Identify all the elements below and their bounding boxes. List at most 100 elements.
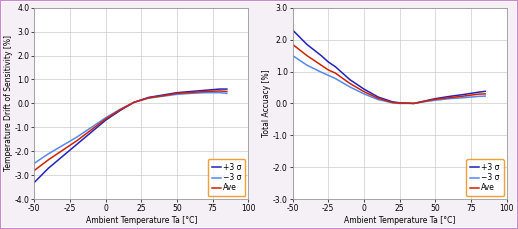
Ave xyxy=(103,118,109,120)
Line: −3 σ: −3 σ xyxy=(34,93,227,163)
Ave xyxy=(396,102,402,104)
+3 σ xyxy=(217,88,223,90)
Ave xyxy=(46,158,52,161)
Ave xyxy=(432,98,438,101)
+3 σ xyxy=(304,43,310,46)
Ave xyxy=(74,139,80,142)
−3 σ xyxy=(203,91,209,94)
+3 σ xyxy=(318,54,324,57)
+3 σ xyxy=(103,119,109,122)
Ave xyxy=(88,128,94,131)
+3 σ xyxy=(425,99,431,102)
−3 σ xyxy=(475,95,481,98)
+3 σ xyxy=(390,101,396,103)
−3 σ xyxy=(375,98,381,101)
−3 σ xyxy=(217,91,223,94)
+3 σ xyxy=(224,88,230,90)
X-axis label: Ambient Temperature Ta [°C]: Ambient Temperature Ta [°C] xyxy=(85,216,197,225)
+3 σ xyxy=(74,143,80,145)
+3 σ xyxy=(361,88,367,90)
−3 σ xyxy=(332,77,338,80)
Ave xyxy=(425,99,431,102)
−3 σ xyxy=(146,97,152,100)
+3 σ xyxy=(482,90,488,93)
Ave xyxy=(146,97,152,99)
Ave xyxy=(31,169,37,172)
−3 σ xyxy=(318,71,324,74)
−3 σ xyxy=(131,101,137,104)
+3 σ xyxy=(117,109,123,112)
Ave xyxy=(304,54,310,57)
−3 σ xyxy=(138,99,145,102)
−3 σ xyxy=(361,93,367,95)
+3 σ xyxy=(174,91,180,94)
Ave xyxy=(347,82,353,85)
Ave xyxy=(117,109,123,111)
−3 σ xyxy=(404,102,410,105)
+3 σ xyxy=(411,102,417,105)
Line: Ave: Ave xyxy=(293,44,485,104)
−3 σ xyxy=(390,101,396,104)
Ave xyxy=(290,43,296,46)
−3 σ xyxy=(418,101,424,104)
+3 σ xyxy=(160,94,166,96)
Ave xyxy=(174,92,180,95)
Ave xyxy=(60,149,66,152)
−3 σ xyxy=(117,108,123,111)
Ave xyxy=(461,95,467,98)
+3 σ xyxy=(60,155,66,158)
+3 σ xyxy=(418,101,424,103)
Ave xyxy=(131,101,137,104)
−3 σ xyxy=(325,74,332,77)
Ave xyxy=(404,102,410,104)
−3 σ xyxy=(347,85,353,88)
+3 σ xyxy=(146,96,152,99)
+3 σ xyxy=(447,95,453,98)
−3 σ xyxy=(304,64,310,66)
−3 σ xyxy=(103,116,109,119)
Line: Ave: Ave xyxy=(34,91,227,170)
+3 σ xyxy=(461,93,467,96)
+3 σ xyxy=(203,89,209,92)
+3 σ xyxy=(432,97,438,100)
Ave xyxy=(447,96,453,99)
−3 σ xyxy=(188,92,194,95)
Ave xyxy=(224,90,230,93)
Ave xyxy=(203,90,209,93)
Line: −3 σ: −3 σ xyxy=(293,56,485,104)
Y-axis label: Temperature Drift of Sensitivity [%]: Temperature Drift of Sensitivity [%] xyxy=(4,35,13,172)
−3 σ xyxy=(290,54,296,57)
Ave xyxy=(375,97,381,100)
−3 σ xyxy=(74,136,80,138)
−3 σ xyxy=(224,92,230,95)
Ave xyxy=(390,101,396,104)
+3 σ xyxy=(375,96,381,98)
−3 σ xyxy=(174,93,180,96)
Ave xyxy=(411,102,417,105)
Legend: +3 σ, −3 σ, Ave: +3 σ, −3 σ, Ave xyxy=(208,159,245,196)
Ave xyxy=(418,101,424,104)
−3 σ xyxy=(461,96,467,99)
+3 σ xyxy=(46,167,52,169)
+3 σ xyxy=(325,60,332,63)
+3 σ xyxy=(396,101,402,104)
Ave xyxy=(325,68,332,71)
Line: +3 σ: +3 σ xyxy=(293,30,485,104)
Ave xyxy=(482,93,488,95)
−3 σ xyxy=(160,95,166,98)
Ave xyxy=(318,64,324,66)
Ave xyxy=(475,93,481,95)
+3 σ xyxy=(475,91,481,94)
+3 σ xyxy=(31,181,37,184)
+3 σ xyxy=(88,131,94,134)
−3 σ xyxy=(46,152,52,155)
−3 σ xyxy=(482,95,488,98)
+3 σ xyxy=(290,29,296,31)
Y-axis label: Total Accuacy [%]: Total Accuacy [%] xyxy=(263,70,271,137)
−3 σ xyxy=(425,100,431,103)
X-axis label: Ambient Temperature Ta [°C]: Ambient Temperature Ta [°C] xyxy=(344,216,455,225)
+3 σ xyxy=(131,101,137,104)
Ave xyxy=(160,94,166,97)
Ave xyxy=(188,91,194,94)
Ave xyxy=(332,72,338,74)
